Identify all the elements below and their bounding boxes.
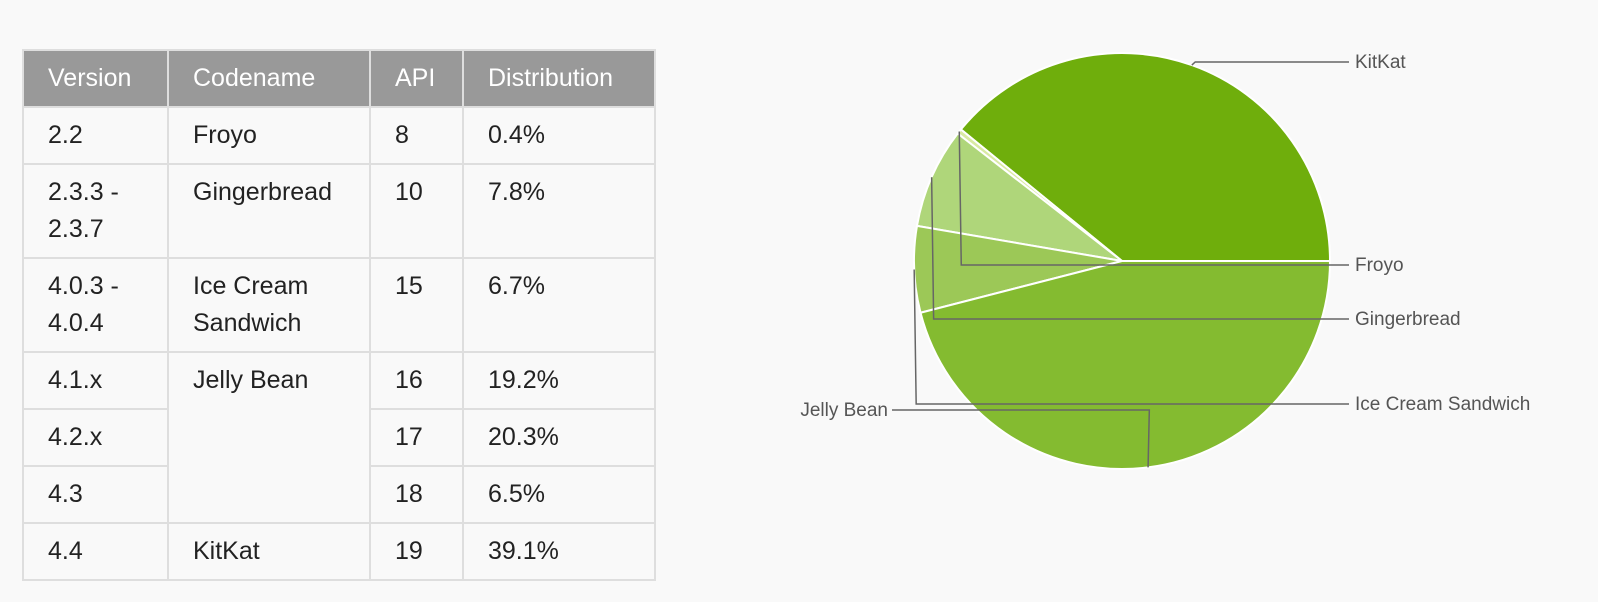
api-cell: 8 (369, 106, 464, 165)
api-cell: 15 (369, 257, 464, 353)
api-cell: 17 (369, 408, 464, 467)
version-cell: 4.0.3 - 4.0.4 (22, 257, 169, 353)
distribution-cell: 7.8% (462, 163, 656, 259)
version-link[interactable]: 4.3 (48, 480, 83, 508)
codename-cell: KitKat (167, 522, 371, 581)
version-cell: 2.2 (22, 106, 169, 165)
version-link[interactable]: 2.3.3 - 2.3.7 (48, 178, 119, 243)
pie-label-gingerbread: Gingerbread (1355, 309, 1461, 330)
api-cell: 18 (369, 465, 464, 524)
header-api: API (369, 49, 464, 108)
version-cell: 2.3.3 - 2.3.7 (22, 163, 169, 259)
codename-cell: Ice Cream Sandwich (167, 257, 371, 353)
version-cell: 4.2.x (22, 408, 169, 467)
pie-leader-lines (892, 61, 1349, 468)
pie-label-kitkat: KitKat (1355, 52, 1406, 73)
leader-line-froyo (958, 131, 1349, 266)
distribution-cell: 6.5% (462, 465, 656, 524)
distribution-cell: 0.4% (462, 106, 656, 165)
pie-label-jelly-bean: Jelly Bean (800, 400, 888, 421)
pie-labels: KitKat Froyo Gingerbread Ice Cream Sandwich… (800, 52, 1530, 421)
version-link[interactable]: 4.2.x (48, 423, 103, 451)
pie-slice-kitkat (959, 52, 1332, 262)
leader-line-gingerbread (930, 177, 1349, 320)
version-cell: 4.3 (22, 465, 169, 524)
leader-line-ice-cream-sandwich (913, 269, 1349, 405)
codename-cell: Froyo (167, 106, 371, 165)
pie-label-froyo: Froyo (1355, 255, 1404, 276)
distribution-table: Version Codename API Distribution 2.2 Fr… (22, 49, 656, 581)
leader-line-kitkat (1191, 61, 1349, 66)
table-row: 4.1.x Jelly Bean 16 19.2% (22, 351, 656, 524)
table-header-row: Version Codename API Distribution (22, 49, 656, 108)
codename-cell: Jelly Bean (167, 351, 371, 524)
codename-cell: Gingerbread (167, 163, 371, 259)
header-distribution: Distribution (462, 49, 656, 108)
table-row: 2.2 Froyo 8 0.4% (22, 106, 656, 165)
distribution-cell: 39.1% (462, 522, 656, 581)
table-row: 2.3.3 - 2.3.7 Gingerbread 10 7.8% (22, 163, 656, 259)
version-link[interactable]: 2.2 (48, 121, 83, 149)
version-link[interactable]: 4.1.x (48, 366, 103, 394)
table-row: 4.3 18 6.5% (22, 465, 656, 524)
version-link[interactable]: 4.0.3 - 4.0.4 (48, 272, 119, 337)
header-codename: Codename (167, 49, 371, 108)
header-version: Version (22, 49, 169, 108)
distribution-pie-chart: KitKat Froyo Gingerbread Ice Cream Sandwich… (800, 52, 1530, 470)
table-row: 4.2.x 17 20.3% (22, 408, 656, 467)
leader-line-jelly-bean (892, 409, 1151, 468)
distribution-cell: 19.2% (462, 351, 656, 410)
api-cell: 16 (369, 351, 464, 410)
api-cell: 19 (369, 522, 464, 581)
distribution-cell: 6.7% (462, 257, 656, 353)
version-cell: 4.4 (22, 522, 169, 581)
table-row: 4.0.3 - 4.0.4 Ice Cream Sandwich 15 6.7% (22, 257, 656, 353)
version-link[interactable]: 4.4 (48, 537, 83, 565)
table-row: 4.4 KitKat 19 39.1% (22, 522, 656, 581)
pie-label-ice-cream-sandwich: Ice Cream Sandwich (1355, 394, 1530, 415)
distribution-cell: 20.3% (462, 408, 656, 467)
api-cell: 10 (369, 163, 464, 259)
pie-slices (913, 52, 1332, 470)
version-cell: 4.1.x (22, 351, 169, 410)
